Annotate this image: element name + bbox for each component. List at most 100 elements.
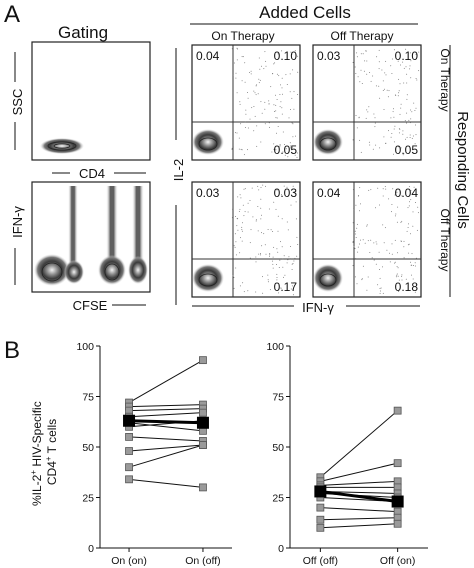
flow-event-dot xyxy=(355,204,357,206)
x-tick-label: On (on) xyxy=(111,555,147,567)
flow-event-dot xyxy=(247,92,248,93)
flow-event-dot xyxy=(273,148,275,150)
flow-event-dot xyxy=(292,294,294,296)
flow-event-dot xyxy=(275,110,277,112)
plot-3-ul-value: 0.03 xyxy=(196,186,220,200)
flow-event-dot xyxy=(239,101,241,103)
flow-event-dot xyxy=(374,122,376,124)
flow-event-dot xyxy=(268,103,270,105)
flow-event-dot xyxy=(382,80,384,82)
flow-event-dot xyxy=(393,153,394,155)
flow-event-dot xyxy=(233,287,235,289)
flow-event-dot xyxy=(415,124,416,126)
flow-event-dot xyxy=(398,90,400,92)
flow-event-dot xyxy=(292,69,294,71)
flow-event-dot xyxy=(265,65,267,67)
y-label-line-2: CD4+ T cells xyxy=(44,419,59,485)
flow-event-dot xyxy=(245,113,247,115)
flow-event-dot xyxy=(360,203,361,205)
flow-event-dot xyxy=(261,232,262,234)
subject-point xyxy=(199,408,207,417)
flow-event-dot xyxy=(249,118,251,120)
flow-event-dot xyxy=(374,126,376,128)
flow-event-dot xyxy=(352,62,354,63)
flow-event-dot xyxy=(368,106,370,108)
flow-event-dot xyxy=(389,252,390,254)
flow-event-dot xyxy=(255,219,257,221)
flow-event-dot xyxy=(385,142,386,144)
flow-event-dot xyxy=(369,144,371,146)
flow-event-dot xyxy=(417,212,419,214)
flow-event-dot xyxy=(387,96,389,98)
flow-event-dot xyxy=(364,60,366,62)
flow-event-dot xyxy=(359,81,361,83)
flow-event-dot xyxy=(355,237,357,238)
flow-event-dot xyxy=(352,189,354,191)
flow-event-dot xyxy=(413,186,415,188)
flow-event-dot xyxy=(356,227,358,229)
flow-event-dot xyxy=(415,202,416,203)
flow-event-dot xyxy=(415,257,417,259)
subject-point xyxy=(125,447,133,455)
flow-event-dot xyxy=(275,94,276,96)
y-label-rest-2: T cells xyxy=(45,419,59,457)
flow-event-dot xyxy=(403,82,405,84)
flow-event-dot xyxy=(378,49,380,51)
flow-event-dot xyxy=(353,209,355,211)
flow-event-dot xyxy=(410,233,411,235)
flow-event-dot xyxy=(373,259,375,261)
flow-event-dot xyxy=(277,53,279,55)
flow-event-dot xyxy=(238,148,240,150)
flow-event-dot xyxy=(376,243,378,245)
flow-event-dot xyxy=(281,50,283,52)
flow-event-dot xyxy=(244,81,246,83)
flow-event-dot xyxy=(268,122,270,124)
flow-event-dot xyxy=(249,257,251,259)
flow-event-dot xyxy=(415,53,417,55)
flow-event-dot xyxy=(243,291,245,293)
flow-event-dot xyxy=(284,154,286,156)
flow-event-dot xyxy=(378,68,380,70)
flow-event-dot xyxy=(289,145,291,147)
flow-plot-2 xyxy=(312,44,422,161)
flow-event-dot xyxy=(386,89,388,91)
flow-event-dot xyxy=(397,267,399,269)
flow-event-dot xyxy=(253,90,255,92)
flow-event-dot xyxy=(256,84,258,86)
flow-event-dot xyxy=(402,133,404,135)
flow-event-dot xyxy=(389,261,391,263)
flow-event-dot xyxy=(378,85,380,87)
flow-event-dot xyxy=(414,265,416,267)
flow-event-dot xyxy=(232,146,234,148)
mean-line xyxy=(128,419,204,425)
flow-event-dot xyxy=(265,60,267,62)
x-tick-label: Off (off) xyxy=(303,555,338,567)
flow-event-dot xyxy=(258,82,260,84)
flow-event-dot xyxy=(400,107,402,109)
plot-1-ur-value: 0.10 xyxy=(274,49,298,63)
flow-event-dot xyxy=(239,194,241,196)
flow-event-dot xyxy=(235,77,237,79)
panel-a-letter: A xyxy=(4,1,20,28)
flow-event-dot xyxy=(394,239,396,241)
flow-event-dot xyxy=(356,52,358,54)
flow-event-dot xyxy=(296,156,298,158)
flow-event-dot xyxy=(398,132,400,134)
flow-event-dot xyxy=(297,94,299,95)
flow-event-dot xyxy=(366,289,368,291)
flow-event-dot xyxy=(275,117,277,119)
flow-event-dot xyxy=(290,204,292,206)
flow-event-dot xyxy=(360,53,362,55)
flow-event-dot xyxy=(231,147,233,149)
flow-event-dot xyxy=(297,244,299,245)
flow-event-dot xyxy=(377,187,379,189)
flow-event-dot xyxy=(367,276,369,278)
added-cells-label: Added Cells xyxy=(259,3,351,22)
flow-event-dot xyxy=(382,195,384,197)
flow-event-dot xyxy=(355,258,357,259)
flow-event-dot xyxy=(397,95,399,97)
flow-event-dot xyxy=(385,188,387,190)
flow-event-dot xyxy=(241,226,243,228)
flow-event-dot xyxy=(410,199,412,201)
flow-event-dot xyxy=(395,213,397,215)
